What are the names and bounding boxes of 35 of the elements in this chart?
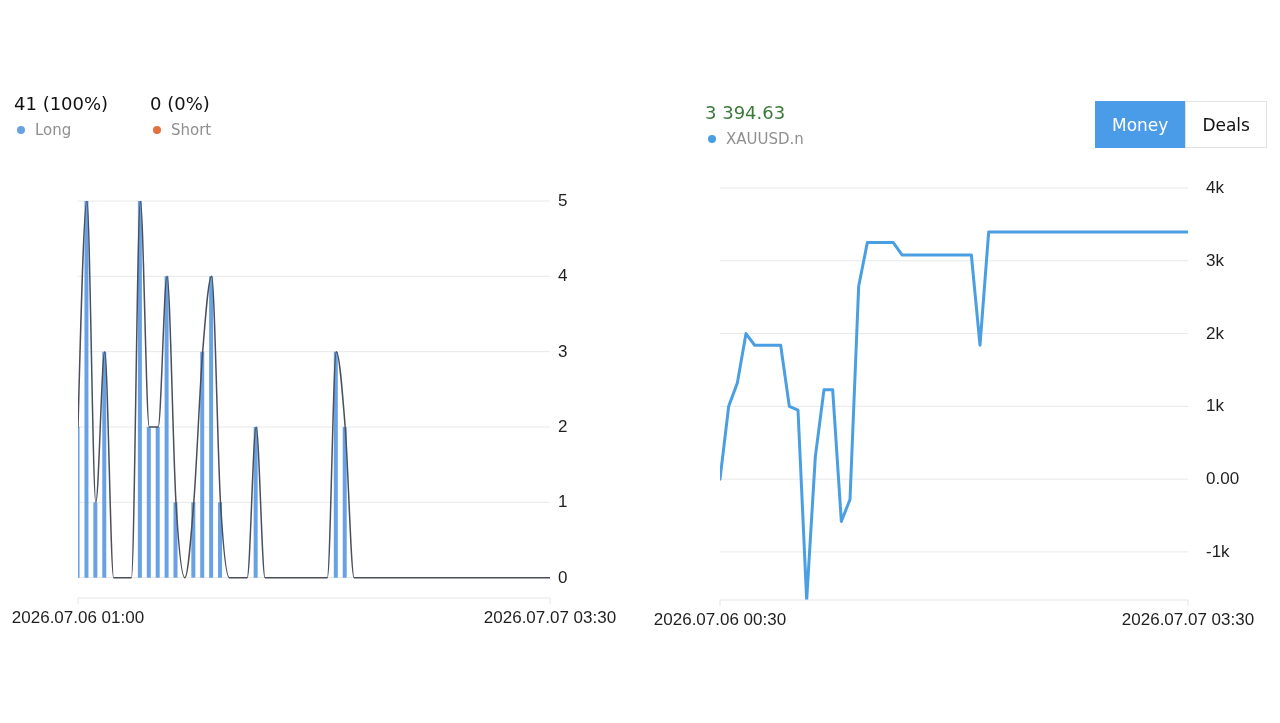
legend-label: XAUUSD.n (726, 130, 804, 148)
legend-label: Short (171, 121, 212, 139)
y-tick-label: 5 (558, 191, 568, 211)
y-tick-label: 2k (1206, 323, 1224, 344)
bar (155, 427, 160, 578)
bar (200, 351, 205, 578)
y-tick-label: 2 (558, 416, 568, 437)
bar (146, 427, 151, 578)
text: 3 394.63 (705, 102, 787, 124)
y-tick-label: 1k (1206, 396, 1224, 417)
bar (137, 201, 142, 578)
bar (209, 276, 214, 578)
text: 41 (100%) (14, 93, 110, 115)
line-series (78, 201, 550, 579)
y-tick-label: 4k (1206, 178, 1224, 198)
bar (333, 351, 338, 578)
bar (342, 427, 347, 578)
bar (84, 201, 89, 578)
x-tick-label: 2026.07.07 03:30 (483, 608, 617, 628)
x-tick-label: 2026.07.06 01:00 (11, 608, 145, 628)
y-tick-label: 3 (558, 341, 568, 362)
toggle-button[interactable]: Deals (1185, 101, 1267, 148)
bar (164, 276, 169, 578)
y-tick-label: 0.00 (1206, 469, 1240, 490)
x-tick-label: 2026.07.06 00:30 (653, 610, 787, 630)
text: 0 (0%) (150, 93, 211, 115)
y-tick-label: 4 (558, 266, 568, 287)
y-tick-label: 1 (558, 492, 568, 513)
y-tick-label: -1k (1206, 541, 1230, 562)
legend-label: Long (35, 121, 72, 139)
bar (102, 351, 107, 578)
bar (93, 502, 98, 578)
y-tick-label: 3k (1206, 250, 1224, 271)
x-tick-label: 2026.07.07 03:30 (1121, 610, 1255, 630)
y-tick-label: 0 (558, 567, 568, 588)
